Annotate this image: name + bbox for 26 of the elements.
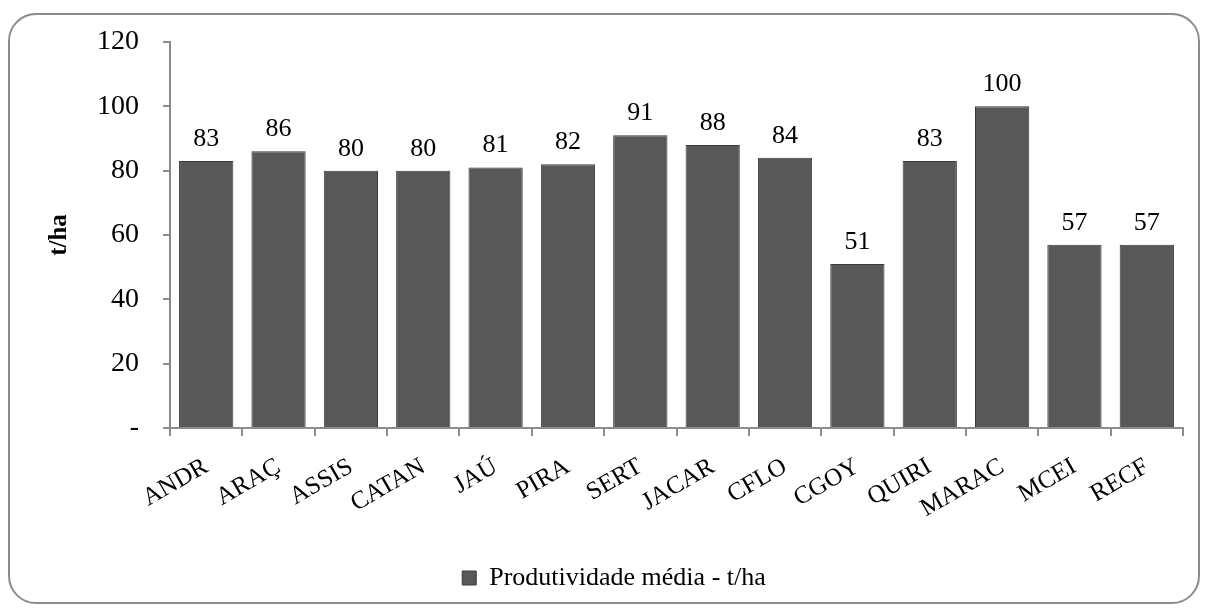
data-label: 80 [410, 132, 437, 162]
data-label: 86 [265, 113, 292, 143]
x-tick-label: CFLO [722, 451, 791, 507]
y-tick-label: 120 [97, 24, 139, 56]
y-tick-label: 100 [97, 88, 139, 120]
data-label: 84 [772, 119, 799, 149]
y-tick-label: 60 [111, 217, 139, 249]
legend-label: Produtividade média - t/ha [489, 561, 767, 591]
data-label: 82 [554, 126, 581, 156]
y-tick-label: 40 [111, 281, 139, 313]
x-tick-label: JAÚ [448, 451, 502, 498]
x-tick-label: PIRA [510, 451, 574, 504]
data-label: 91 [627, 97, 654, 127]
data-label: 100 [982, 68, 1022, 98]
y-tick-label: 80 [111, 153, 139, 185]
data-label: 81 [482, 129, 509, 159]
data-label: 83 [916, 123, 943, 153]
y-axis-title: t/ha [44, 213, 72, 256]
data-label: 57 [1061, 206, 1088, 236]
y-tick-label: 20 [111, 346, 139, 378]
data-label: 88 [699, 106, 726, 136]
y-tick-label: - [129, 410, 139, 442]
data-label: 57 [1133, 206, 1160, 236]
data-label: 51 [844, 225, 871, 255]
data-label: 83 [193, 123, 220, 153]
data-label: 80 [337, 132, 364, 162]
